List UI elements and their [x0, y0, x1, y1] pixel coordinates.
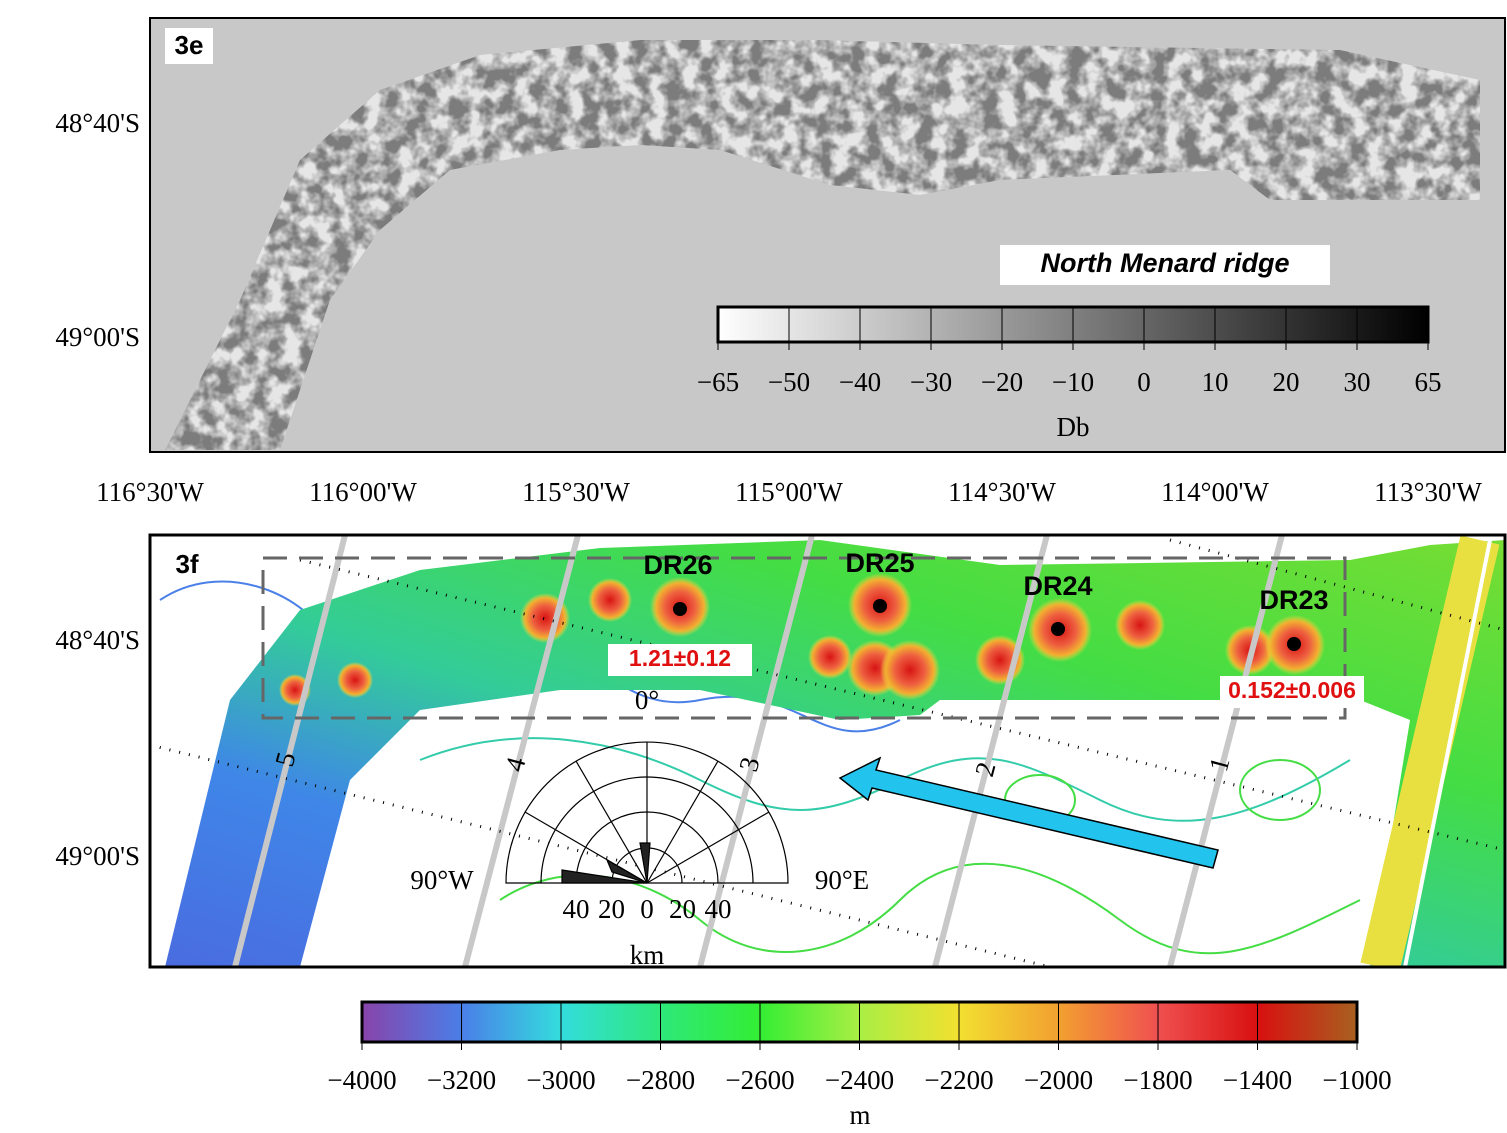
rose-scale: 40 20 0 20 40: [563, 894, 732, 924]
lat-label: 48°40'S: [55, 108, 140, 138]
panel-label: 3f: [175, 549, 198, 579]
sample-name: DR24: [1023, 571, 1092, 601]
sample-site: [1287, 637, 1301, 651]
lon-label: 115°30'W: [522, 477, 630, 507]
colorbar-label: −40: [839, 367, 881, 397]
sample-name: DR23: [1259, 585, 1328, 615]
colorbar-label: −2200: [924, 1065, 993, 1095]
lon-label: 115°00'W: [735, 477, 843, 507]
colorbar-label: −4000: [327, 1065, 396, 1095]
colorbar-label: −10: [1052, 367, 1094, 397]
rose-scale-label: 40: [705, 894, 732, 924]
rose-scale-label: 0: [640, 894, 654, 924]
colorbar-label: −2600: [725, 1065, 794, 1095]
lat-label: 48°40'S: [55, 625, 140, 655]
longitude-labels: 116°30'W 116°00'W 115°30'W 115°00'W 114°30'W…: [96, 477, 1482, 507]
rose-label: 90°E: [815, 865, 869, 895]
rose-label: 90°W: [410, 865, 474, 895]
sample-name: DR26: [643, 550, 712, 580]
colorbar-label: −1800: [1123, 1065, 1192, 1095]
colorbar-label: 30: [1344, 367, 1371, 397]
rose-label: 0°: [635, 685, 659, 715]
lon-label: 114°00'W: [1161, 477, 1269, 507]
rose-scale-label: 40: [563, 894, 590, 924]
rose-scale-label: 20: [598, 894, 625, 924]
panel-3e: 3e North Menard ridge 48°40'S 49°00'S Db…: [55, 18, 1505, 452]
colorbar-label: −50: [768, 367, 810, 397]
lon-label: 116°00'W: [309, 477, 417, 507]
colorbar-label: 65: [1415, 367, 1442, 397]
region-title: North Menard ridge: [1040, 248, 1289, 278]
lon-label: 113°30'W: [1374, 477, 1482, 507]
colorbar-label: −2800: [626, 1065, 695, 1095]
colorbar-label: −2000: [1024, 1065, 1093, 1095]
colorbar-label: 0: [1137, 367, 1151, 397]
colorbar-unit: Db: [1057, 412, 1090, 442]
colorbar-label: −30: [910, 367, 952, 397]
panel-3f: 3f 48°40'S 49°00'S DR26 1.21±0.12 DR25 DR24…: [55, 535, 1505, 1130]
sample-site: [873, 599, 887, 613]
lat-label: 49°00'S: [55, 841, 140, 871]
colorbar-label: −1400: [1223, 1065, 1292, 1095]
colorbar-label: 10: [1202, 367, 1229, 397]
panel-label: 3e: [175, 30, 204, 60]
lon-label: 116°30'W: [96, 477, 204, 507]
lon-label: 114°30'W: [948, 477, 1056, 507]
colorbar-unit: m: [849, 1100, 870, 1130]
colorbar-label: −1000: [1322, 1065, 1391, 1095]
colorbar-label: 20: [1273, 367, 1300, 397]
rose-scale-label: 20: [669, 894, 696, 924]
colorbar-label: −20: [981, 367, 1023, 397]
sample-site: [1051, 622, 1065, 636]
sample-age: 0.152±0.006: [1228, 677, 1356, 703]
sample-name: DR25: [845, 548, 914, 578]
colorbar-label: −3200: [427, 1065, 496, 1095]
colorbar-label: −2400: [825, 1065, 894, 1095]
sample-age: 1.21±0.12: [629, 645, 731, 671]
colorbar-label: −65: [697, 367, 739, 397]
sample-site: [673, 602, 687, 616]
colorbar-label: −3000: [526, 1065, 595, 1095]
map-figure: 3e North Menard ridge 48°40'S 49°00'S Db…: [0, 0, 1507, 1133]
rose-unit: km: [630, 940, 665, 970]
lat-label: 49°00'S: [55, 322, 140, 352]
